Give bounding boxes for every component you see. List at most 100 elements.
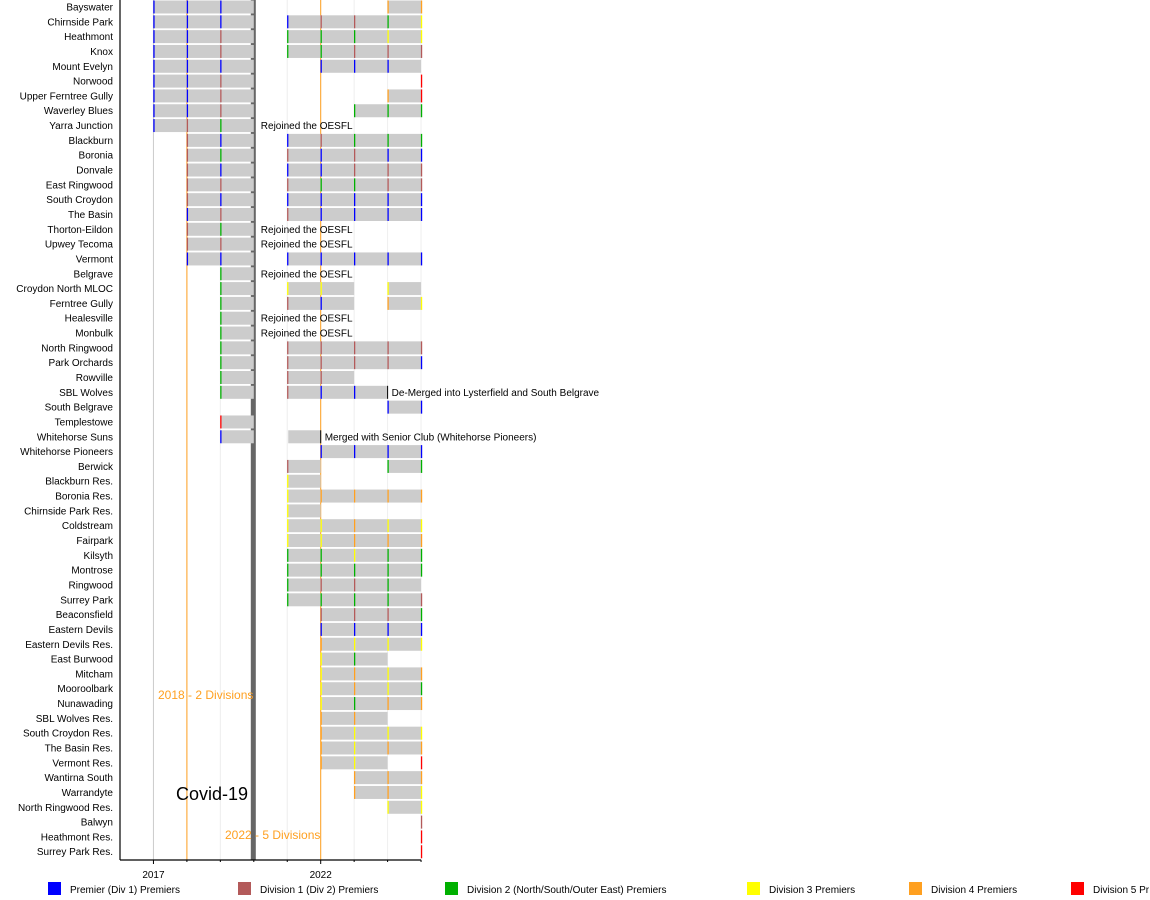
season-bar — [388, 282, 422, 296]
season-bar — [288, 30, 321, 44]
season-bar — [221, 148, 254, 162]
season-bar — [221, 371, 254, 384]
covid-annotation: Covid-19 — [176, 784, 248, 804]
legend-label: Premier (Div 1) Premiers — [70, 885, 180, 896]
season-bar — [321, 371, 355, 384]
season-bar — [388, 726, 422, 740]
season-bar — [288, 371, 321, 384]
season-bar — [321, 697, 355, 711]
season-bar — [321, 44, 355, 58]
club-label: South Croydon Res. — [23, 729, 113, 740]
season-bar — [321, 711, 355, 725]
season-bar — [187, 178, 221, 192]
season-bar — [221, 252, 254, 266]
club-label: South Belgrave — [45, 403, 114, 414]
season-bar — [221, 104, 254, 118]
season-bar — [221, 430, 254, 444]
season-bar — [187, 89, 221, 103]
season-bar — [388, 771, 422, 785]
club-label: SBL Wolves — [59, 388, 113, 399]
season-bar — [321, 207, 355, 221]
season-bar — [288, 282, 321, 296]
club-label: Chirnside Park Res. — [24, 506, 113, 517]
season-bar — [288, 474, 321, 488]
season-bar — [355, 652, 388, 666]
season-bar — [288, 341, 321, 355]
season-bar — [288, 563, 321, 577]
club-label: Montrose — [71, 566, 113, 577]
legend-label: Division 4 Premiers — [931, 885, 1017, 896]
club-label: East Ringwood — [46, 180, 113, 191]
season-bar — [388, 489, 422, 503]
club-label: Coldstream — [62, 521, 113, 532]
season-bar — [221, 44, 254, 58]
season-bar — [288, 593, 321, 607]
season-bar — [187, 104, 221, 118]
season-bar — [321, 637, 355, 651]
club-label: Bayswater — [66, 3, 113, 14]
season-bar — [321, 15, 355, 29]
club-note: Rejoined the OESFL — [261, 329, 353, 340]
season-bar — [388, 15, 422, 29]
club-label: Templestowe — [55, 417, 114, 428]
season-bar — [355, 178, 388, 192]
legend-label: Division 5 Pr — [1093, 885, 1150, 896]
season-bar — [187, 222, 221, 236]
season-bar — [388, 59, 422, 73]
season-bar — [221, 311, 254, 325]
season-bar — [321, 341, 355, 355]
season-bar — [187, 163, 221, 177]
club-label: Croydon North MLOC — [16, 284, 113, 295]
season-bar — [355, 356, 388, 370]
season-bar — [288, 356, 321, 370]
season-bar — [388, 0, 422, 14]
club-label: North Ringwood — [41, 343, 113, 354]
club-label: Monbulk — [75, 329, 114, 340]
club-label: Yarra Junction — [49, 121, 113, 132]
season-bar — [288, 534, 321, 548]
season-bar — [187, 237, 221, 251]
season-bar — [288, 548, 321, 562]
season-bar — [321, 282, 355, 296]
season-bar — [288, 519, 321, 533]
season-bar — [388, 400, 422, 414]
club-note: De-Merged into Lysterfield and South Bel… — [392, 388, 600, 399]
club-label: Eastern Devils Res. — [25, 640, 113, 651]
season-bar — [355, 711, 388, 725]
season-bar — [355, 697, 388, 711]
season-bar — [388, 622, 422, 636]
season-bar — [187, 193, 221, 207]
season-bar — [355, 207, 388, 221]
season-bar — [187, 15, 221, 29]
season-bar — [355, 785, 388, 799]
season-bar — [288, 178, 321, 192]
season-bar — [355, 667, 388, 681]
legend-label: Division 3 Premiers — [769, 885, 855, 896]
season-bar — [154, 59, 187, 73]
legend-swatch — [445, 882, 458, 895]
season-bar — [288, 504, 321, 518]
season-bar — [388, 148, 422, 162]
season-bar — [288, 578, 321, 592]
season-bar — [321, 682, 355, 696]
season-bar — [221, 356, 254, 370]
season-bar — [388, 252, 422, 266]
season-bar — [321, 385, 355, 399]
season-bar — [355, 726, 388, 740]
season-bar — [221, 341, 254, 355]
season-bar — [388, 30, 422, 44]
club-label: Mitcham — [75, 669, 113, 680]
season-bar — [388, 519, 422, 533]
covid-band — [250, 0, 256, 860]
season-bar — [288, 207, 321, 221]
season-bar — [388, 548, 422, 562]
x-tick-label: 2017 — [142, 870, 165, 881]
club-label: Vermont — [76, 254, 113, 265]
season-bar — [388, 534, 422, 548]
season-bar — [388, 89, 422, 103]
season-bar — [221, 178, 254, 192]
club-label: Boronia — [79, 151, 114, 162]
club-label: Mount Evelyn — [52, 62, 113, 73]
season-bar — [187, 30, 221, 44]
